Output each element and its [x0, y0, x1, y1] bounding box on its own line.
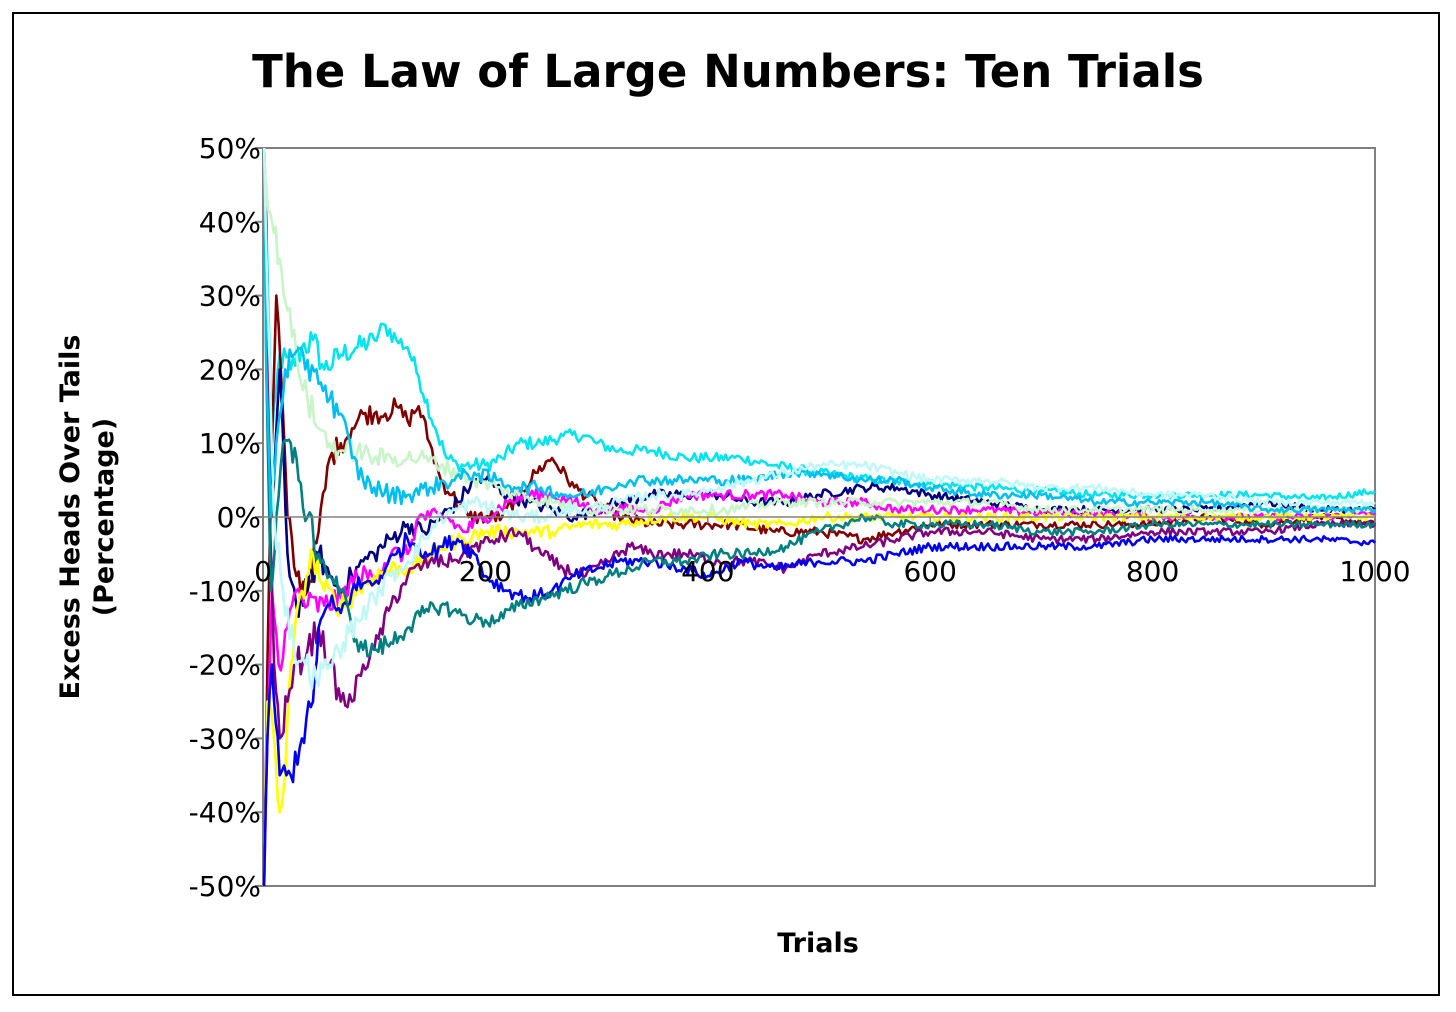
y-tick-label: 0% [217, 501, 261, 534]
series-line-10 [262, 147, 1377, 519]
x-tick-label: 1000 [1339, 555, 1410, 588]
x-tick-label: 800 [1126, 555, 1179, 588]
series-line-9 [262, 147, 1376, 517]
series-line-1 [262, 147, 1376, 502]
y-tick-label: 40% [199, 206, 261, 239]
y-tick-label: 50% [199, 132, 261, 165]
y-axis: 50% 40% 30% 20% 10% 0% -10% -20% -30% -40% -50% [189, 132, 263, 903]
y-tick-label: -30% [189, 722, 261, 755]
y-tick-label: 10% [199, 427, 261, 460]
x-axis-title: Trials [777, 928, 859, 959]
series-line-11 [262, 147, 1376, 690]
y-tick-label: 30% [199, 280, 261, 313]
x-tick-label: 600 [903, 555, 956, 588]
y-tick-label: -50% [189, 870, 261, 903]
series-line-8 [262, 147, 1376, 658]
x-tick-label: 400 [681, 555, 734, 588]
series-line-6 [262, 147, 1376, 740]
x-axis: 0 200 400 600 800 1000 [254, 517, 1411, 588]
x-tick-label: 0 [254, 555, 272, 588]
y-tick-label: 20% [199, 353, 261, 386]
x-tick-label: 200 [459, 555, 512, 588]
series-line-7 [262, 532, 1376, 887]
y-tick-label: -10% [189, 575, 261, 608]
y-tick-label: -40% [189, 796, 261, 829]
chart-title: The Law of Large Numbers: Ten Trials [252, 45, 1204, 98]
y-tick-label: -20% [189, 649, 261, 682]
